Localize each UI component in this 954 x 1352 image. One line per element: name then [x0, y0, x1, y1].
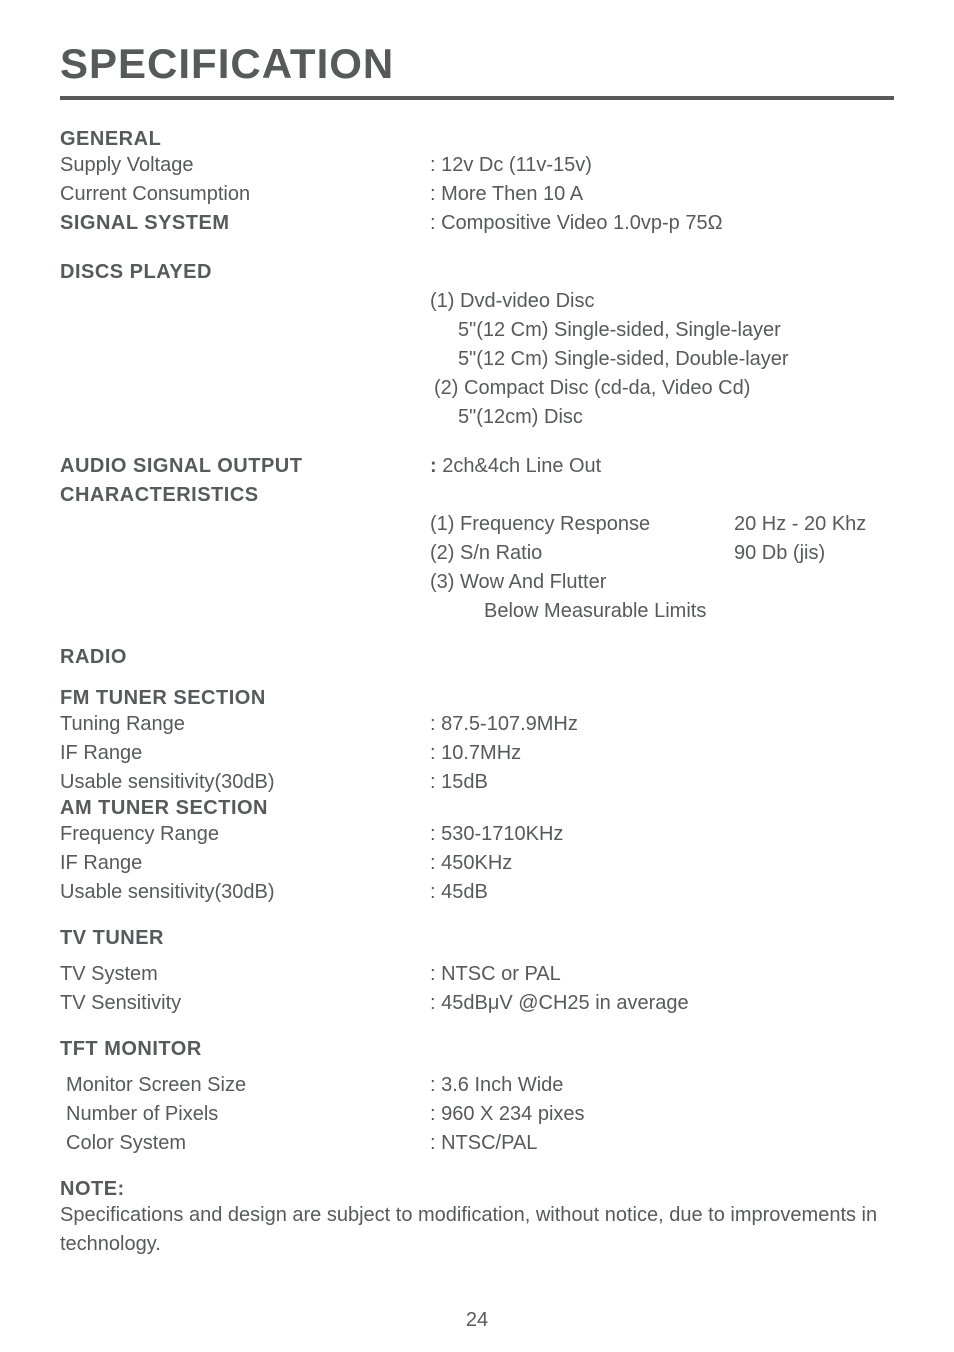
fm-usable-value: : 15dB: [430, 768, 894, 797]
tv-sensitivity-value: : 45dBμV @CH25 in average: [430, 989, 894, 1018]
fm-if-value: : 10.7MHz: [430, 739, 894, 768]
page-number: 24: [0, 1309, 954, 1332]
tv-section: TV TUNER TV System : NTSC or PAL TV Sens…: [60, 927, 894, 1018]
tft-color-value: : NTSC/PAL: [430, 1129, 894, 1158]
am-if-label: IF Range: [60, 849, 430, 878]
tft-size-value: : 3.6 Inch Wide: [430, 1071, 894, 1100]
current-consumption-label: Current Consumption: [60, 180, 430, 209]
fm-heading: FM TUNER SECTION: [60, 687, 894, 710]
general-heading: GENERAL: [60, 128, 894, 151]
fm-if-label: IF Range: [60, 739, 430, 768]
page-title: SPECIFICATION: [60, 40, 894, 88]
audio-heading1: AUDIO SIGNAL OUTPUT: [60, 452, 430, 481]
tv-heading: TV TUNER: [60, 927, 894, 950]
signal-system-value: : Compositive Video 1.0vp-p 75Ω: [430, 209, 894, 238]
tv-system-value: : NTSC or PAL: [430, 960, 894, 989]
signal-system-label: SIGNAL SYSTEM: [60, 209, 430, 238]
audio-wow-label: (3) Wow And Flutter: [430, 568, 894, 597]
general-section: GENERAL Supply Voltage : 12v Dc (11v-15v…: [60, 128, 894, 238]
tft-color-label: Color System: [60, 1129, 430, 1158]
supply-voltage-label: Supply Voltage: [60, 151, 430, 180]
tft-pixels-label: Number of Pixels: [60, 1100, 430, 1129]
radio-section: RADIO FM TUNER SECTION Tuning Range : 87…: [60, 646, 894, 907]
tft-section: TFT MONITOR Monitor Screen Size : 3.6 In…: [60, 1038, 894, 1158]
fm-tuning-label: Tuning Range: [60, 710, 430, 739]
note-section: NOTE: Specifications and design are subj…: [60, 1178, 894, 1259]
am-heading: AM TUNER SECTION: [60, 797, 894, 820]
am-freq-label: Frequency Range: [60, 820, 430, 849]
am-if-value: : 450KHz: [430, 849, 894, 878]
tft-size-label: Monitor Screen Size: [60, 1071, 430, 1100]
discs-heading: DISCS PLAYED: [60, 258, 430, 287]
fm-usable-label: Usable sensitivity(30dB): [60, 768, 430, 797]
note-text: Specifications and design are subject to…: [60, 1201, 894, 1259]
supply-voltage-value: : 12v Dc (11v-15v): [430, 151, 894, 180]
fm-tuning-value: : 87.5-107.9MHz: [430, 710, 894, 739]
discs-line1: (1) Dvd-video Disc: [430, 287, 894, 316]
am-freq-value: : 530-1710KHz: [430, 820, 894, 849]
discs-line4: (2) Compact Disc (cd-da, Video Cd): [430, 374, 894, 403]
tft-heading: TFT MONITOR: [60, 1038, 894, 1061]
audio-freq-value: 20 Hz - 20 Khz: [734, 510, 894, 539]
audio-section: AUDIO SIGNAL OUTPUT : : 2ch&4ch Line Out…: [60, 452, 894, 626]
am-usable-label: Usable sensitivity(30dB): [60, 878, 430, 907]
tft-pixels-value: : 960 X 234 pixes: [430, 1100, 894, 1129]
discs-section: DISCS PLAYED (1) Dvd-video Disc 5"(12 Cm…: [60, 258, 894, 432]
audio-sn-value: 90 Db (jis): [734, 539, 894, 568]
current-consumption-value: : More Then 10 A: [430, 180, 894, 209]
discs-line3: 5"(12 Cm) Single-sided, Double-layer: [430, 345, 894, 374]
tv-system-label: TV System: [60, 960, 430, 989]
audio-sn-label: (2) S/n Ratio: [430, 539, 734, 568]
audio-heading2: CHARACTERISTICS: [60, 481, 430, 510]
audio-wow-value: Below Measurable Limits: [430, 597, 894, 626]
tv-sensitivity-label: TV Sensitivity: [60, 989, 430, 1018]
audio-freq-label: (1) Frequency Response: [430, 510, 734, 539]
am-usable-value: : 45dB: [430, 878, 894, 907]
discs-line2: 5"(12 Cm) Single-sided, Single-layer: [430, 316, 894, 345]
title-rule: [60, 96, 894, 100]
note-heading: NOTE:: [60, 1178, 894, 1201]
discs-line5: 5"(12cm) Disc: [430, 403, 894, 432]
radio-heading: RADIO: [60, 646, 894, 669]
